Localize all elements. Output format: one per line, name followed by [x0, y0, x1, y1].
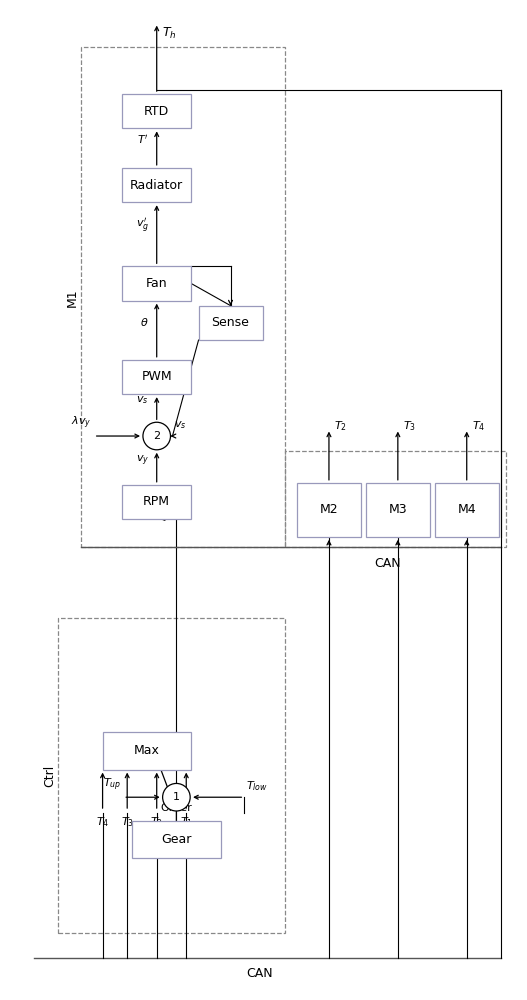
- Text: M1: M1: [66, 288, 79, 307]
- Text: M3: M3: [388, 503, 407, 516]
- Text: $T_{up}$: $T_{up}$: [103, 777, 121, 793]
- Bar: [366, 483, 430, 537]
- Text: $T_{low}$: $T_{low}$: [246, 779, 268, 793]
- Bar: [132, 821, 221, 858]
- Text: 2: 2: [153, 431, 160, 441]
- Text: Order: Order: [161, 803, 192, 813]
- Text: $T_{2}$: $T_{2}$: [150, 815, 163, 829]
- Text: $v_s$: $v_s$: [136, 394, 149, 406]
- Bar: [199, 306, 262, 340]
- Bar: [122, 168, 191, 202]
- Text: $\theta$: $\theta$: [140, 316, 149, 328]
- Text: $T_{4}$: $T_{4}$: [96, 815, 109, 829]
- Text: PWM: PWM: [141, 370, 172, 383]
- Text: $T_2$: $T_2$: [334, 419, 347, 433]
- Bar: [285, 451, 506, 547]
- Bar: [122, 266, 191, 301]
- Bar: [81, 47, 285, 547]
- Text: $T_3$: $T_3$: [403, 419, 416, 433]
- Text: $v_g'$: $v_g'$: [135, 216, 149, 235]
- Text: $T'$: $T'$: [137, 133, 149, 146]
- Bar: [122, 360, 191, 394]
- Text: 1: 1: [173, 792, 180, 802]
- Text: RTD: RTD: [144, 105, 169, 118]
- Bar: [122, 485, 191, 519]
- Text: Fan: Fan: [146, 277, 168, 290]
- Circle shape: [143, 422, 171, 450]
- Bar: [297, 483, 361, 537]
- Bar: [435, 483, 499, 537]
- Text: CAN: CAN: [247, 967, 274, 980]
- Text: $v_s$: $v_s$: [174, 419, 187, 431]
- Text: Radiator: Radiator: [130, 179, 183, 192]
- Text: $T_4$: $T_4$: [472, 419, 485, 433]
- Text: Gear: Gear: [161, 833, 192, 846]
- Text: Ctrl: Ctrl: [43, 764, 56, 787]
- Text: CAN: CAN: [375, 557, 402, 570]
- Bar: [58, 618, 285, 933]
- Text: $v_y$: $v_y$: [135, 453, 149, 468]
- Text: $T_{1}$: $T_{1}$: [180, 815, 193, 829]
- Text: Max: Max: [134, 744, 160, 757]
- Text: RPM: RPM: [143, 495, 170, 508]
- Bar: [103, 732, 191, 770]
- Bar: [122, 94, 191, 128]
- Text: Sense: Sense: [212, 316, 249, 329]
- Text: $\lambda v_y$: $\lambda v_y$: [72, 415, 92, 431]
- Text: $T_{max}$: $T_{max}$: [116, 758, 142, 772]
- Text: $T_h$: $T_h$: [162, 26, 176, 41]
- Text: M2: M2: [320, 503, 338, 516]
- Text: M4: M4: [457, 503, 476, 516]
- Text: $T_{3}$: $T_{3}$: [121, 815, 134, 829]
- Circle shape: [163, 783, 190, 811]
